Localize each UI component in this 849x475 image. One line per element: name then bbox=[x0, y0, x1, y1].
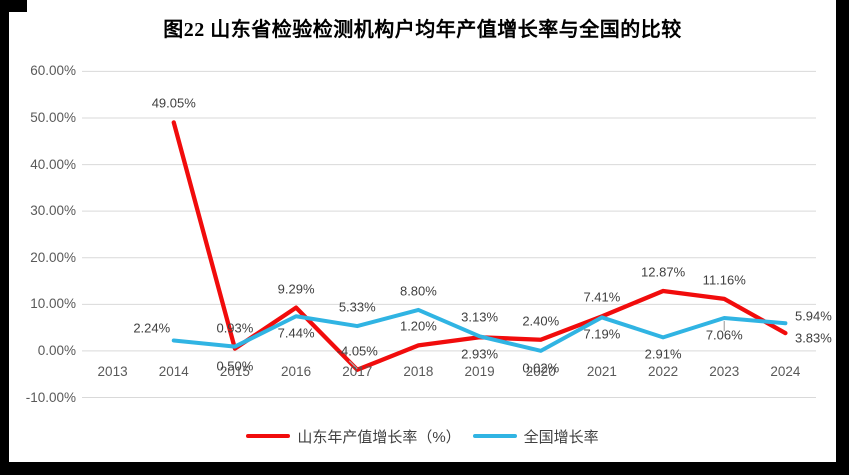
y-axis-tick-label: 50.00% bbox=[30, 109, 76, 125]
data-label: 0.50% bbox=[216, 358, 254, 374]
x-axis-year-label: 2019 bbox=[464, 364, 495, 379]
y-axis-tick-label: 60.00% bbox=[30, 63, 76, 79]
data-label: 8.80% bbox=[399, 283, 437, 299]
x-axis-year-label: 2020 bbox=[525, 364, 556, 379]
data-label: 12.87% bbox=[641, 264, 686, 280]
data-label: 2.24% bbox=[133, 320, 171, 336]
y-axis-tick-label: 0.00% bbox=[37, 342, 76, 358]
data-label: 2.91% bbox=[644, 346, 682, 362]
x-axis-year-label: 2021 bbox=[586, 364, 617, 379]
data-label: 49.05% bbox=[151, 95, 196, 111]
data-label: 5.33% bbox=[338, 299, 376, 315]
legend-item-shandong: 山东年产值增长率（%） bbox=[246, 426, 461, 447]
data-label: 0.02% bbox=[522, 360, 560, 376]
x-axis-year-label: 2018 bbox=[403, 364, 434, 379]
chart-canvas bbox=[82, 70, 816, 398]
legend-item-national: 全国增长率 bbox=[472, 426, 599, 447]
x-axis-year-label: 2022 bbox=[648, 364, 679, 379]
series-line bbox=[171, 307, 788, 353]
x-axis-year-label: 2013 bbox=[97, 364, 128, 379]
data-label: 7.41% bbox=[583, 289, 621, 305]
data-label: 11.16% bbox=[702, 272, 746, 288]
chart-title: 图22 山东省检验检测机构户均年产值增长率与全国的比较 bbox=[163, 19, 682, 41]
data-label: 5.94% bbox=[794, 308, 832, 324]
top-left-black-notch bbox=[9, 0, 27, 12]
data-label: 7.19% bbox=[583, 326, 621, 342]
y-axis-tick-label: -10.00% bbox=[25, 389, 76, 405]
y-axis-tick-label: 10.00% bbox=[30, 296, 76, 312]
data-label: -4.05% bbox=[336, 343, 378, 359]
y-axis-tick-label: 30.00% bbox=[30, 203, 76, 219]
chart-legend: 山东年产值增长率（%） 全国增长率 bbox=[9, 426, 836, 446]
legend-label-shandong: 山东年产值增长率（%） bbox=[297, 428, 461, 446]
data-label: 2.93% bbox=[461, 346, 499, 362]
x-axis-year-label: 2017 bbox=[342, 364, 373, 379]
x-axis-year-label: 2014 bbox=[158, 364, 189, 379]
data-label: 1.20% bbox=[399, 318, 437, 334]
data-label: 9.29% bbox=[277, 281, 315, 297]
x-axis-year-label: 2023 bbox=[709, 364, 740, 379]
data-label-leader-line bbox=[348, 360, 358, 370]
x-axis-year-label: 2024 bbox=[770, 364, 801, 379]
legend-swatch-shandong bbox=[246, 433, 291, 439]
data-label: 0.93% bbox=[216, 320, 254, 336]
data-label: 3.13% bbox=[461, 309, 499, 325]
line-chart-plot-area: 60.00% 50.00% 40.00% 30.00% 20.00% 10.00% 0.00… bbox=[25, 63, 832, 405]
x-axis-year-label: 2016 bbox=[281, 364, 312, 379]
y-axis-tick-label: 40.00% bbox=[30, 156, 76, 172]
data-label: 3.83% bbox=[794, 330, 832, 346]
data-label: 7.44% bbox=[277, 325, 315, 341]
chart-page: 图22 山东省检验检测机构户均年产值增长率与全国的比较 60.00% 50.00%… bbox=[9, 0, 836, 462]
legend-swatch-national bbox=[472, 433, 517, 439]
data-label: 7.06% bbox=[705, 327, 743, 343]
y-axis-tick-label: 20.00% bbox=[30, 249, 76, 265]
legend-label-national: 全国增长率 bbox=[523, 428, 599, 446]
data-label: 2.40% bbox=[522, 313, 560, 329]
x-axis-year-label: 2015 bbox=[219, 364, 250, 379]
